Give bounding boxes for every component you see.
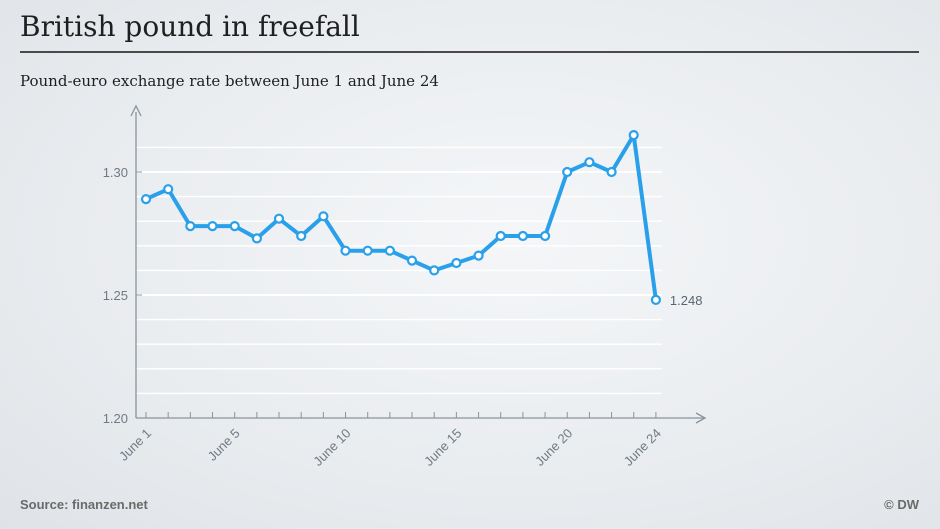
data-point xyxy=(340,245,351,256)
source-note: Source: finanzen.net xyxy=(20,497,148,512)
data-point xyxy=(584,157,595,168)
data-point xyxy=(163,184,174,195)
data-point xyxy=(628,130,639,141)
data-point xyxy=(207,221,218,232)
y-tick-label: 1.30 xyxy=(103,165,128,180)
x-axis-arrow xyxy=(695,412,707,424)
data-point xyxy=(539,230,551,242)
data-point xyxy=(362,245,373,256)
copyright-note: © DW xyxy=(884,497,919,512)
y-tick-label: 1.20 xyxy=(103,411,128,426)
data-point xyxy=(251,233,262,244)
title-divider xyxy=(20,51,919,53)
data-point xyxy=(406,255,418,266)
data-point xyxy=(185,221,196,232)
x-tick-label: June 5 xyxy=(205,426,243,464)
data-point xyxy=(562,166,573,178)
data-point xyxy=(273,213,285,224)
data-label: 1.248 xyxy=(670,293,703,308)
data-point xyxy=(429,265,440,276)
data-point xyxy=(650,294,662,305)
data-point xyxy=(140,194,152,205)
data-point xyxy=(318,211,329,222)
x-tick-label: June 24 xyxy=(621,426,664,469)
series-line xyxy=(144,133,658,302)
y-tick-label: 1.25 xyxy=(103,288,128,303)
chart-subtitle: Pound-euro exchange rate between June 1 … xyxy=(20,72,439,90)
data-point xyxy=(606,166,617,178)
y-axis-arrow xyxy=(130,104,142,117)
chart-title: British pound in freefall xyxy=(20,10,360,43)
data-point xyxy=(384,245,395,256)
data-point xyxy=(495,230,506,242)
x-tick-label: June 15 xyxy=(421,426,464,469)
data-point xyxy=(473,250,484,261)
x-tick-label: June 10 xyxy=(310,426,353,469)
data-point xyxy=(517,230,529,242)
x-tick-label: June 20 xyxy=(532,426,575,469)
data-point xyxy=(296,230,307,242)
x-tick-label: June 1 xyxy=(116,426,154,464)
data-point xyxy=(451,257,462,269)
data-point xyxy=(229,221,240,232)
